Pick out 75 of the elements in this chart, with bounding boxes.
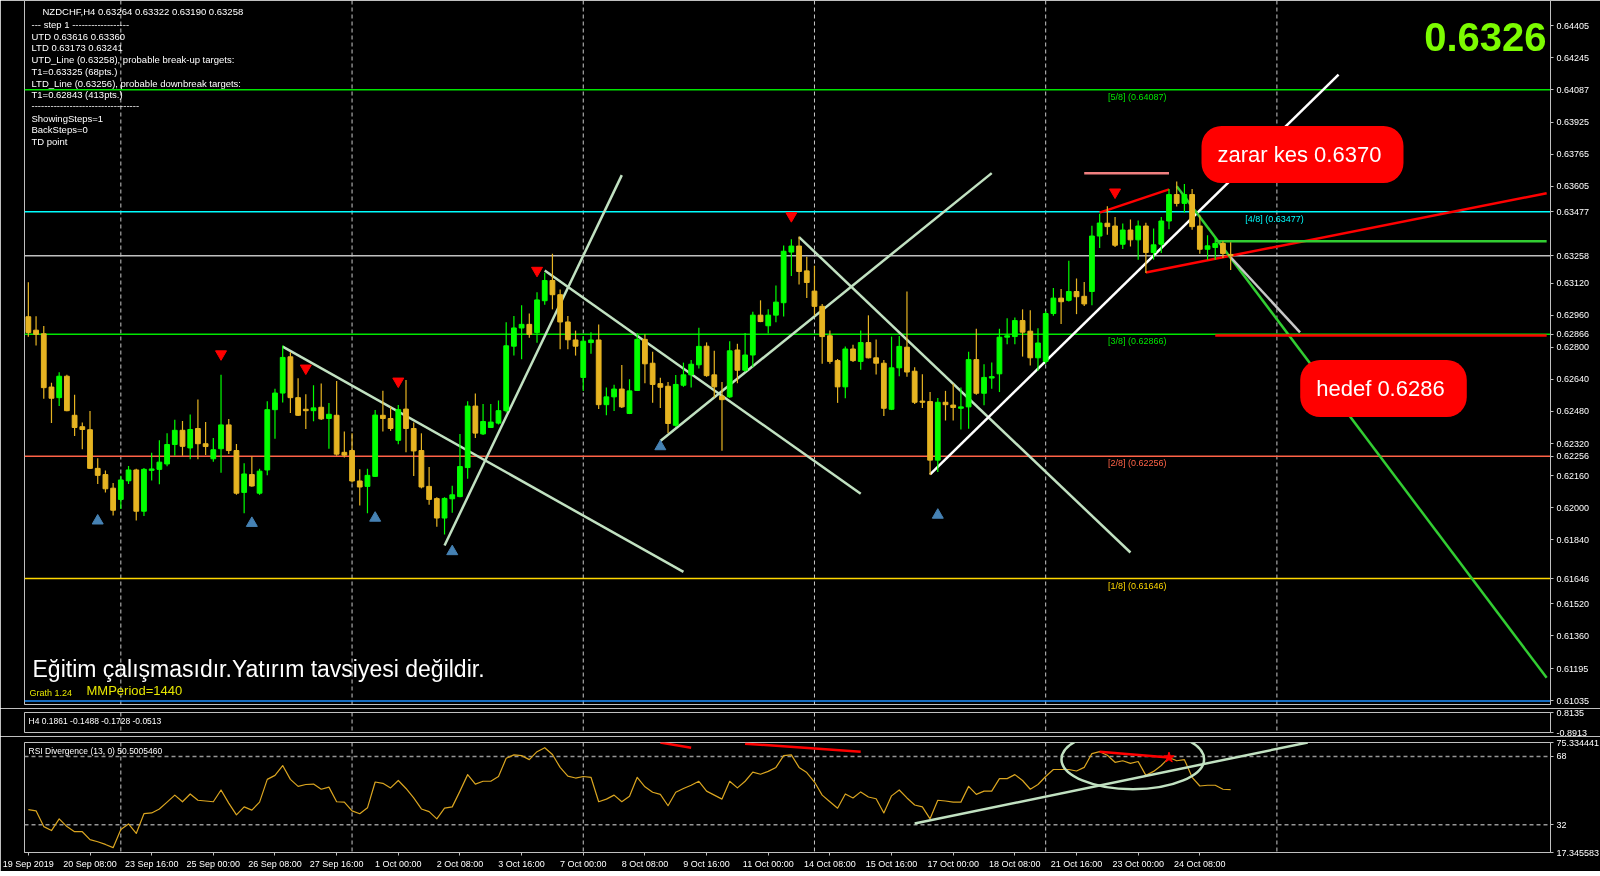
ref-line-label: [1/8] (0.61646) xyxy=(1107,580,1167,591)
x-tick-label: 27 Sep 16:00 xyxy=(309,858,364,869)
x-tick-label: 3 Oct 16:00 xyxy=(498,858,545,869)
annotation: zarar kes 0.6370 xyxy=(1217,142,1382,167)
annotation: ---------------------------------- xyxy=(31,100,140,112)
y-tick-label: 0.63925 xyxy=(1556,117,1590,128)
y-tick-label: 0.62800 xyxy=(1556,342,1590,353)
y-tick-label: 0.63120 xyxy=(1556,278,1590,289)
y-tick-label: 0.62000 xyxy=(1556,502,1590,513)
y-tick-label: 0.63477 xyxy=(1556,206,1590,217)
x-tick-label: 25 Sep 00:00 xyxy=(186,858,241,869)
x-tick-label: 11 Oct 00:00 xyxy=(742,858,794,869)
x-tick-label: 9 Oct 16:00 xyxy=(683,858,730,869)
y-tick-label: 0.64087 xyxy=(1556,84,1590,95)
y-tick-label: 0.61646 xyxy=(1556,573,1590,584)
x-tick-label: 23 Sep 16:00 xyxy=(124,858,179,869)
y-tick-label: 0.62640 xyxy=(1556,374,1590,385)
annotation: BackSteps=0 xyxy=(31,124,88,136)
chart-title: H4 0.1861 -0.1488 -0.1728 -0.0513 xyxy=(28,715,162,726)
y-tick-label: 0.62960 xyxy=(1556,310,1590,321)
annotation: TD point xyxy=(31,136,68,147)
annotation: LTD 0.63173 0.63241 xyxy=(31,42,123,54)
chart-title: RSI Divergence (13, 0) 50.5005460 xyxy=(28,745,163,756)
y-tick-label: 0.61035 xyxy=(1556,695,1590,706)
x-tick-label: 17 Oct 00:00 xyxy=(927,858,979,869)
y-tick-label: -0.8913 xyxy=(1556,727,1588,738)
x-tick-label: 18 Oct 08:00 xyxy=(989,858,1041,869)
y-tick-label: 0.61520 xyxy=(1556,598,1590,609)
y-tick-label: 17.345583 xyxy=(1556,847,1600,858)
annotation: UTD 0.63616 0.63360 xyxy=(31,30,125,42)
x-tick-label: 14 Oct 08:00 xyxy=(804,858,856,869)
annotation: --- step 1 ------------------ xyxy=(31,19,130,30)
y-tick-label: 0.63605 xyxy=(1556,181,1590,192)
y-tick-label: 75.334441 xyxy=(1556,737,1600,748)
y-tick-label: 0.61195 xyxy=(1556,663,1589,674)
x-tick-label: 26 Sep 08:00 xyxy=(248,858,302,869)
x-tick-label: 24 Oct 08:00 xyxy=(1174,858,1226,869)
x-tick-label: 8 Oct 08:00 xyxy=(621,858,669,869)
x-tick-label: 20 Sep 08:00 xyxy=(63,858,117,869)
y-tick-label: 0.61360 xyxy=(1556,630,1590,641)
text: NZDCHF,H4 0.63264 0.63322 0.63190 0.63258 xyxy=(42,5,244,17)
y-tick-label: 0.64405 xyxy=(1556,20,1590,31)
x-tick-label: 19 Sep 2019 xyxy=(2,858,54,869)
x-tick-label: 23 Oct 00:00 xyxy=(1112,858,1164,869)
y-tick-label: 32 xyxy=(1556,819,1567,830)
annotation: MMPeriod=1440 xyxy=(86,683,183,698)
ref-line-label: [4/8] (0.63477) xyxy=(1245,213,1304,224)
y-tick-label: 0.62866 xyxy=(1556,329,1590,340)
y-tick-label: 0.63765 xyxy=(1556,149,1590,160)
annotation: T1=0.62843 (413pts.) xyxy=(31,89,123,101)
x-tick-label: 21 Oct 16:00 xyxy=(1050,858,1103,869)
annotation: T1=0.63325 (68pts.) xyxy=(31,65,118,77)
y-tick-label: 0.62480 xyxy=(1556,406,1590,417)
y-tick-label: 0.61840 xyxy=(1556,534,1590,545)
ref-line-label: [3/8] (0.62866) xyxy=(1107,336,1167,347)
ref-line-label: [2/8] (0.62256) xyxy=(1107,458,1167,469)
y-tick-label: 0.64245 xyxy=(1556,52,1590,63)
annotation: hedef 0.6286 xyxy=(1316,376,1445,401)
annotation: Grath 1.24 xyxy=(29,687,73,698)
y-tick-label: 0.62320 xyxy=(1556,438,1590,449)
annotation: ShowingSteps=1 xyxy=(31,112,104,124)
y-tick-label: 0.8135 xyxy=(1556,707,1585,718)
ref-line-label: [5/8] (0.64087) xyxy=(1107,91,1167,102)
annotation: LTD_Line (0.63256), probable downbreak targets: xyxy=(31,77,241,89)
x-tick-label: 2 Oct 08:00 xyxy=(436,858,484,869)
x-tick-label: 7 Oct 00:00 xyxy=(560,858,607,869)
annotation: 0.6326 xyxy=(1424,14,1547,59)
annotation: Eğitim çalışmasıdır.Yatırım tavsiyesi değildir. xyxy=(32,655,485,682)
y-tick-label: 0.62256 xyxy=(1556,451,1590,462)
x-tick-label: 15 Oct 16:00 xyxy=(865,858,918,869)
x-tick-label: 1 Oct 00:00 xyxy=(375,858,422,869)
y-tick-label: 68 xyxy=(1556,751,1567,762)
y-tick-label: 0.62160 xyxy=(1556,470,1590,481)
y-tick-label: 0.63258 xyxy=(1556,250,1590,261)
annotation: UTD_Line (0.63258), probable break-up targets: xyxy=(31,54,235,66)
